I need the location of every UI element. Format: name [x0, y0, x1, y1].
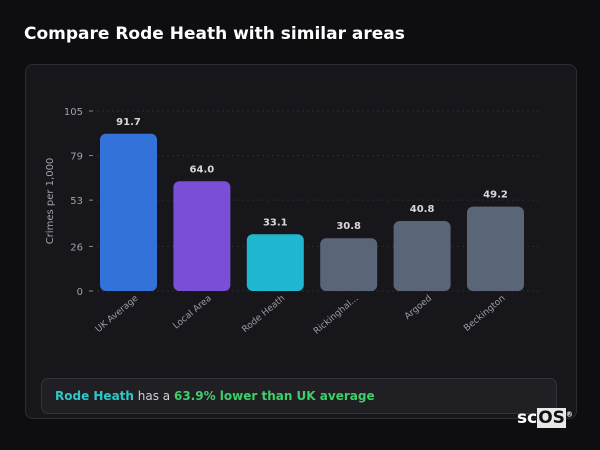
y-tick-label: 26	[70, 242, 83, 253]
data-label: 40.8	[410, 204, 435, 215]
bar-2	[246, 234, 304, 291]
bar-chart: 0 26 53 79 105 Crimes per 1,000 91.7 UK Average…	[45, 107, 541, 337]
summary-comparison: 63.9% lower than UK average	[173, 389, 375, 403]
bar-4	[393, 221, 451, 291]
y-tick-label: 105	[64, 107, 83, 118]
summary-text: has a	[133, 389, 174, 403]
summary-box: Rode Heath has a 63.9% lower than UK ave…	[41, 378, 557, 414]
data-label: 64.0	[190, 164, 215, 175]
x-tick-label: Argoed	[403, 294, 434, 322]
data-label: 33.1	[263, 217, 288, 228]
y-tick-label: 53	[70, 196, 83, 207]
x-tick-label: Beckington	[462, 294, 507, 334]
data-label: 49.2	[483, 190, 508, 201]
y-axis-label: Crimes per 1,000	[45, 158, 56, 245]
bar-5	[467, 206, 524, 291]
page-title: Compare Rode Heath with similar areas	[24, 24, 405, 44]
bar-1	[173, 181, 231, 291]
data-label: 91.7	[116, 117, 141, 128]
scos-logo: scOS®	[517, 408, 573, 428]
x-tick-label: Local Area	[171, 294, 213, 332]
chart-card: 0 26 53 79 105 Crimes per 1,000 91.7 UK Average…	[25, 64, 577, 419]
bar-3	[320, 238, 378, 291]
y-tick-label: 0	[77, 287, 83, 298]
bar-0	[100, 133, 157, 291]
x-tick-label: UK Average	[94, 293, 141, 335]
x-tick-label: Rode Heath	[241, 294, 288, 335]
summary-area: Rode Heath	[55, 389, 134, 403]
x-tick-label: Rickinghal...	[312, 294, 361, 337]
data-label: 30.8	[336, 221, 361, 232]
y-tick-label: 79	[70, 152, 83, 163]
